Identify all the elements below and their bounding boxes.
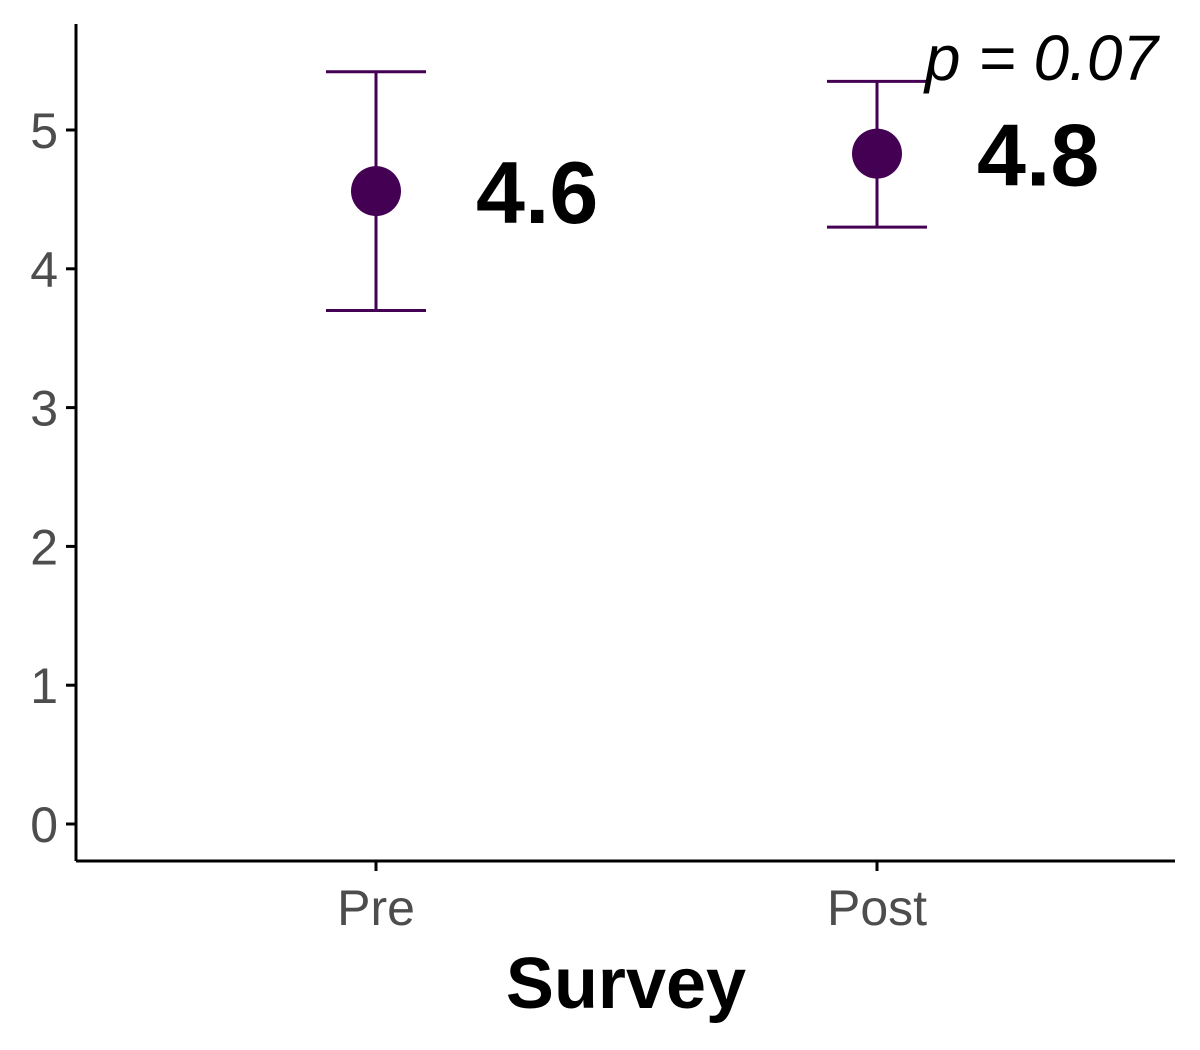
y-tick-label: 3 [30, 381, 58, 437]
x-tick-label-pre: Pre [337, 880, 415, 936]
y-tick-label: 1 [30, 658, 58, 714]
mean-point-pre [351, 166, 401, 217]
x-tick-label-post: Post [827, 880, 927, 936]
y-tick-label: 2 [30, 519, 58, 575]
p-value-annotation: p = 0.07 [923, 22, 1161, 94]
x-axis-title: Survey [506, 944, 746, 1024]
y-tick-label: 5 [30, 103, 58, 159]
error-bar-marks: 4.6 4.8 [326, 70, 1099, 312]
y-tick-label: 0 [30, 797, 58, 853]
mean-point-post [852, 128, 902, 179]
y-axis: 0 1 2 3 4 5 [30, 24, 78, 861]
value-label-post: 4.8 [977, 106, 1099, 205]
x-axis: Pre Post [76, 859, 1175, 936]
value-label-pre: 4.6 [476, 143, 598, 242]
y-tick-label: 4 [30, 242, 58, 298]
